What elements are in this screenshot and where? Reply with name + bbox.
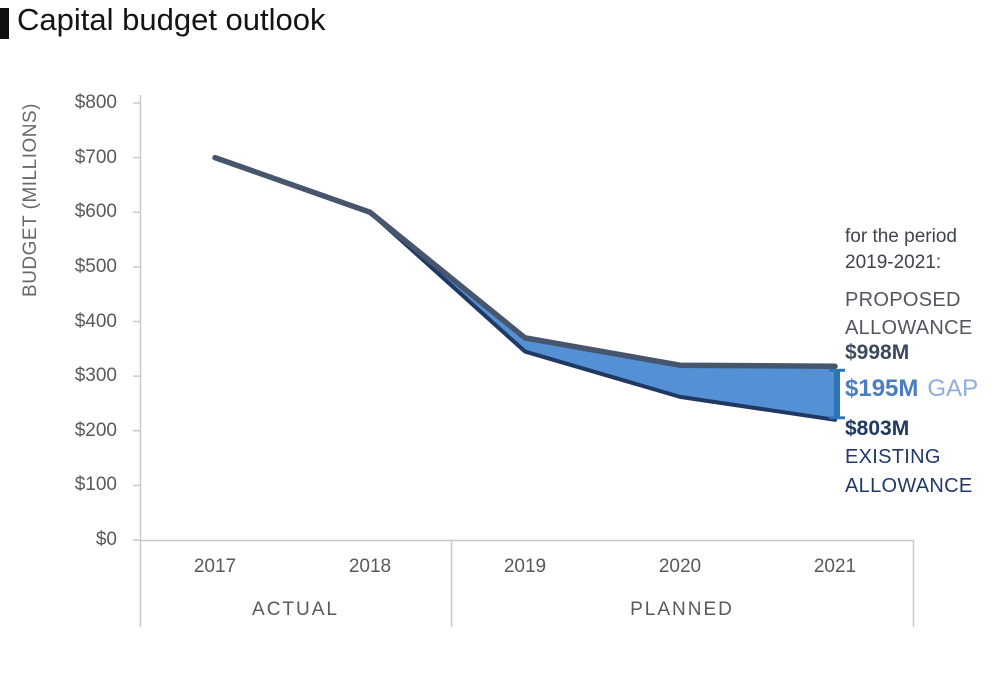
y-tick-label: $800 — [74, 92, 117, 113]
proposed-allowance-line — [212, 154, 838, 370]
x-group-label: ACTUAL — [252, 599, 339, 620]
y-tick-label: $200 — [74, 419, 117, 441]
gap-word: GAP — [927, 375, 979, 402]
x-tick-label: 2019 — [503, 556, 547, 577]
y-tick-label: $0 — [95, 529, 117, 550]
x-tick-label: 2021 — [813, 556, 857, 577]
x-tick-label: 2017 — [193, 556, 237, 577]
gap-area-fill — [370, 212, 835, 420]
existing-allowance-label: EXISTING ALLOWANCE — [845, 446, 973, 497]
x-tick-label: 2018 — [348, 556, 392, 577]
gap-annotation: $195M GAP — [845, 375, 978, 403]
proposed-allowance-total: $998M — [845, 341, 910, 364]
x-tick-label: 2020 — [658, 556, 702, 577]
y-tick-label: $600 — [74, 201, 117, 223]
proposed-allowance-label: PROPOSED ALLOWANCE — [845, 289, 973, 339]
gap-total: $195M — [845, 375, 919, 402]
y-tick-label: $100 — [74, 474, 117, 496]
title-accent-bar — [0, 8, 9, 39]
y-tick-label: $400 — [74, 310, 117, 332]
period-note: for the period 2019-2021: — [845, 226, 957, 273]
x-group-label: PLANNED — [630, 599, 734, 620]
y-tick-label: $300 — [74, 365, 117, 387]
y-tick-label: $500 — [74, 255, 117, 277]
y-tick-label: $700 — [74, 146, 117, 168]
page-title: Capital budget outlook — [17, 2, 326, 37]
existing-allowance-total: $803M — [845, 417, 910, 440]
